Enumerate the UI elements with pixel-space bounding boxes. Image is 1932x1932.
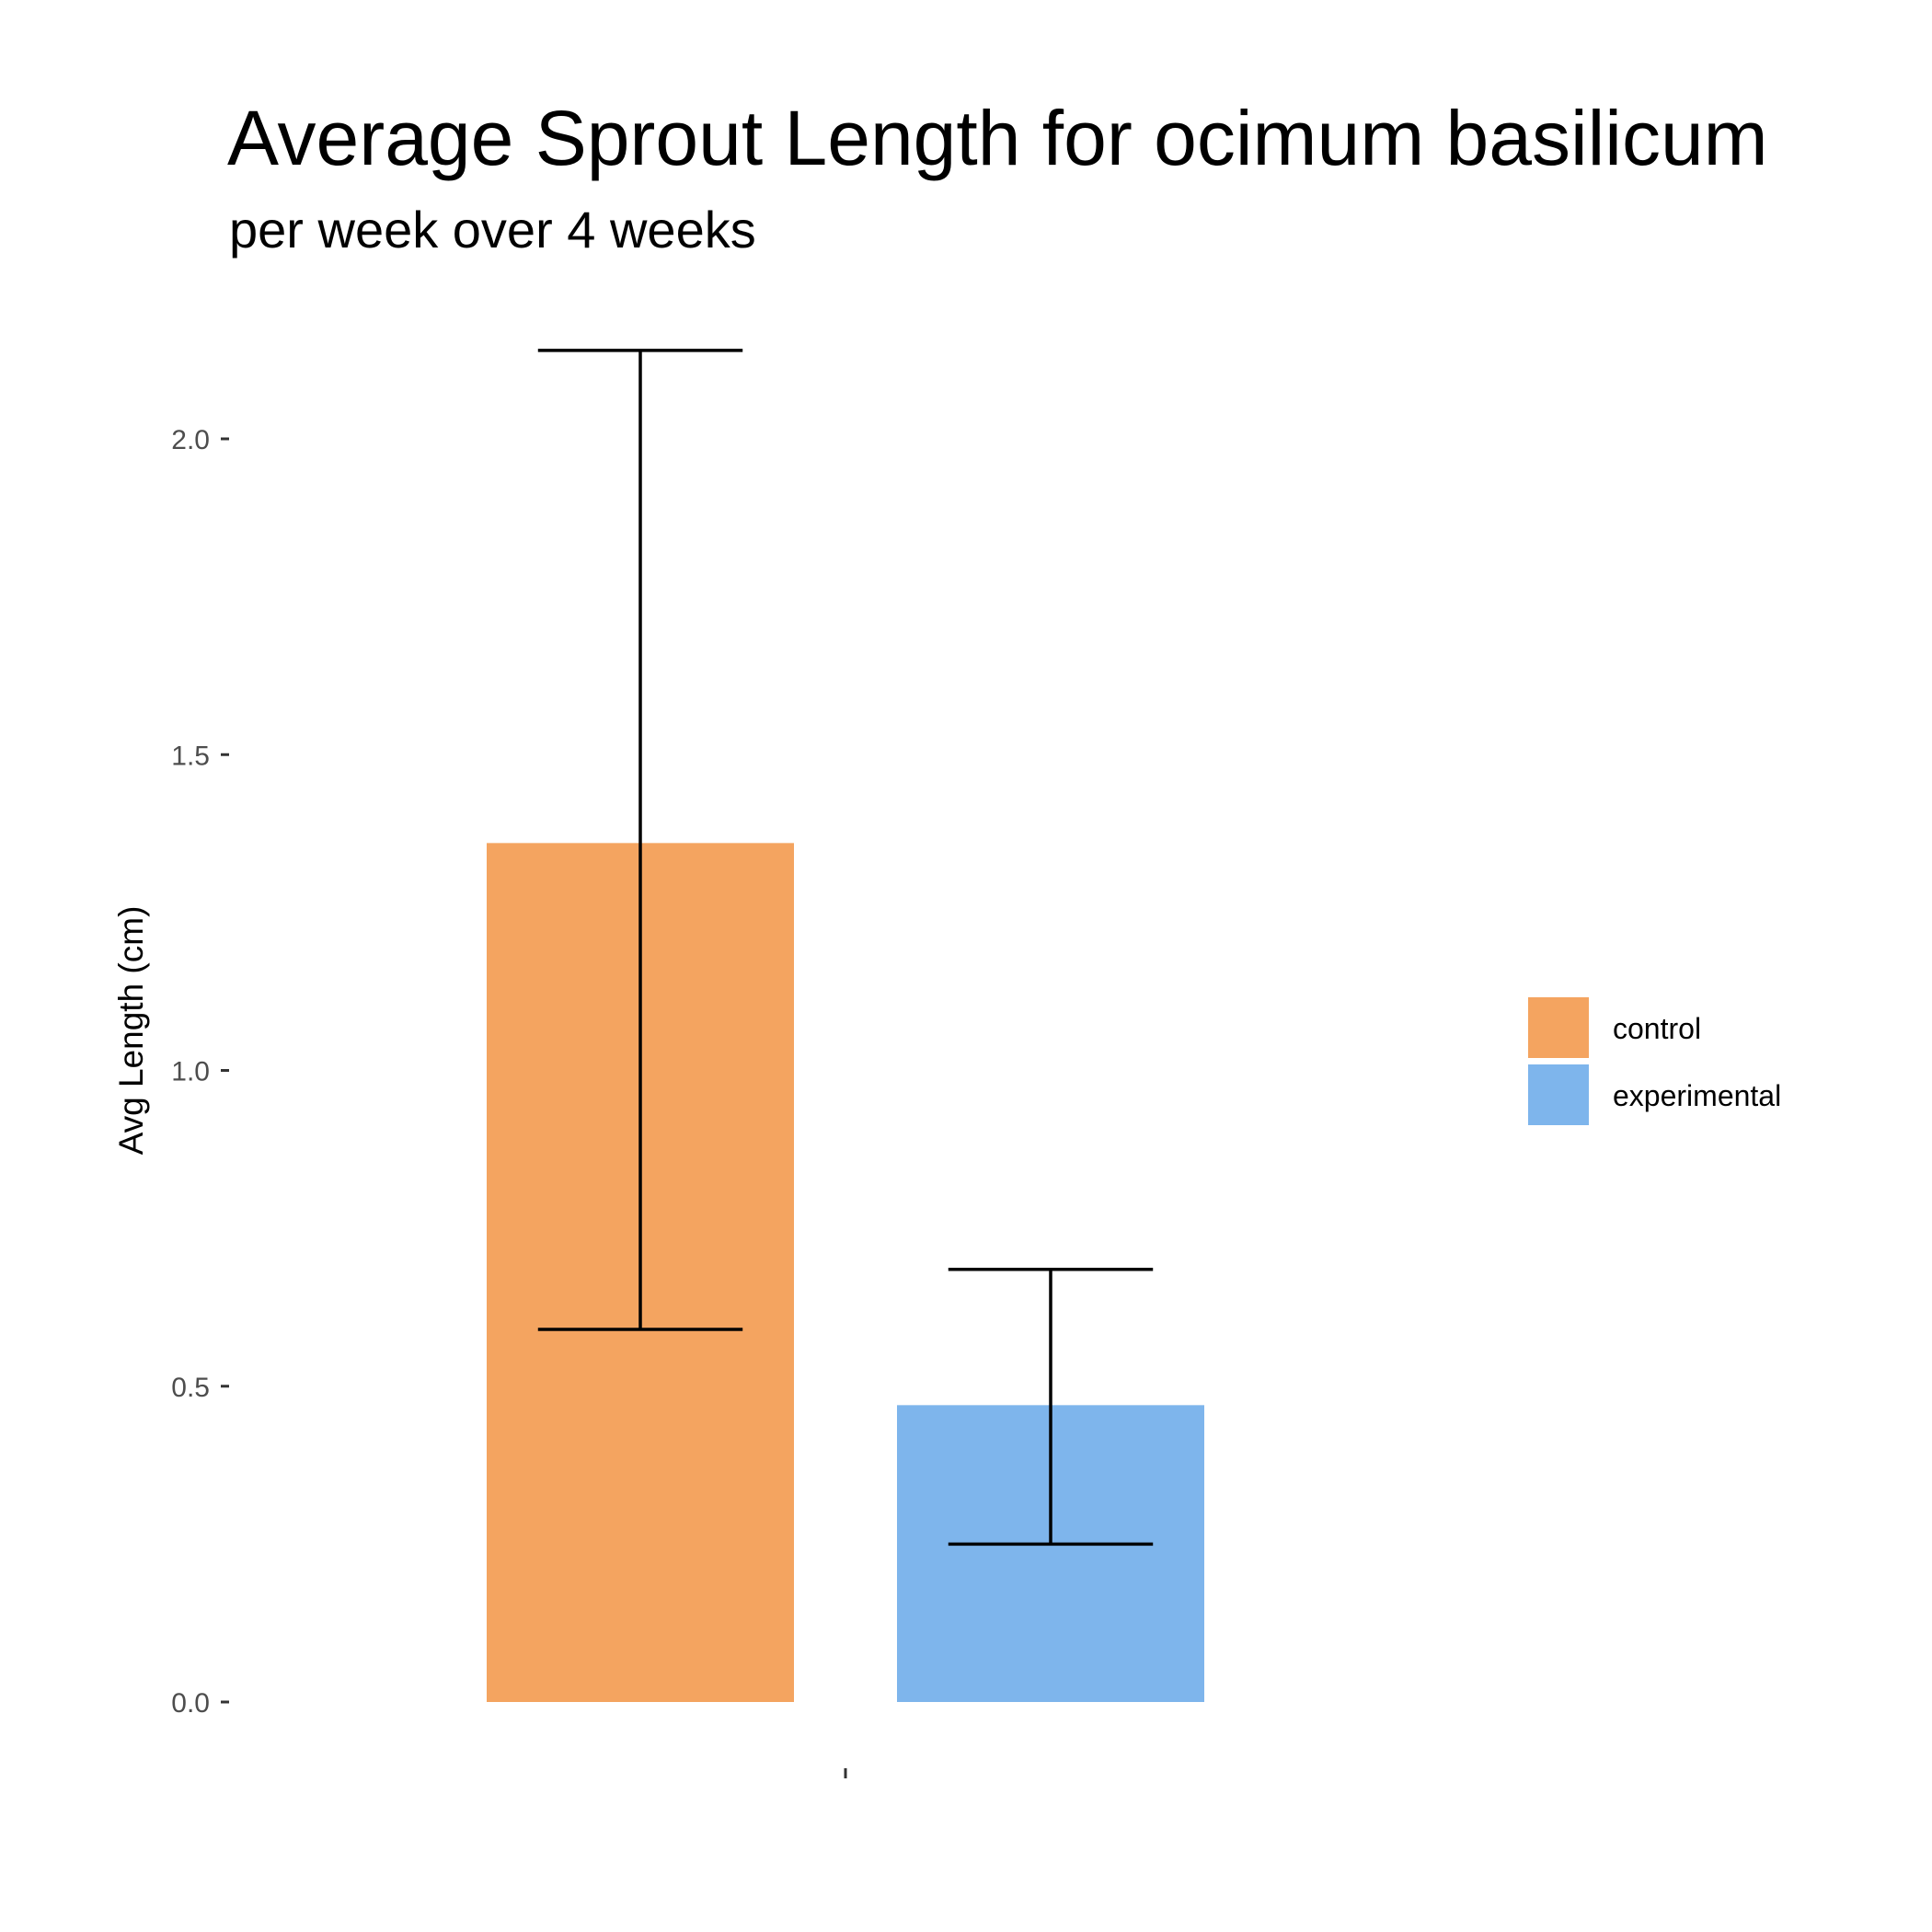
- y-tick-label: 0.5: [171, 1373, 210, 1403]
- chart-subtitle: per week over 4 weeks: [229, 201, 756, 259]
- y-tick-label: 0.0: [171, 1688, 210, 1719]
- legend-label-control: control: [1613, 1012, 1701, 1045]
- y-axis: 0.0 0.5 1.0 1.5 2.0: [171, 425, 229, 1719]
- chart-title: Average Sprout Length for ocimum basilic…: [227, 95, 1768, 181]
- legend-key-experimental: [1528, 1064, 1589, 1125]
- legend-label-experimental: experimental: [1613, 1079, 1781, 1112]
- y-tick-label: 1.0: [171, 1057, 210, 1087]
- y-tick-label: 1.5: [171, 741, 210, 771]
- bars: [487, 843, 1204, 1702]
- error-bars: [537, 349, 1154, 1547]
- legend: control experimental: [1528, 997, 1781, 1125]
- y-axis-title: Avg Length (cm): [112, 906, 150, 1156]
- legend-key-control: [1528, 997, 1589, 1058]
- y-tick-label: 2.0: [171, 425, 210, 455]
